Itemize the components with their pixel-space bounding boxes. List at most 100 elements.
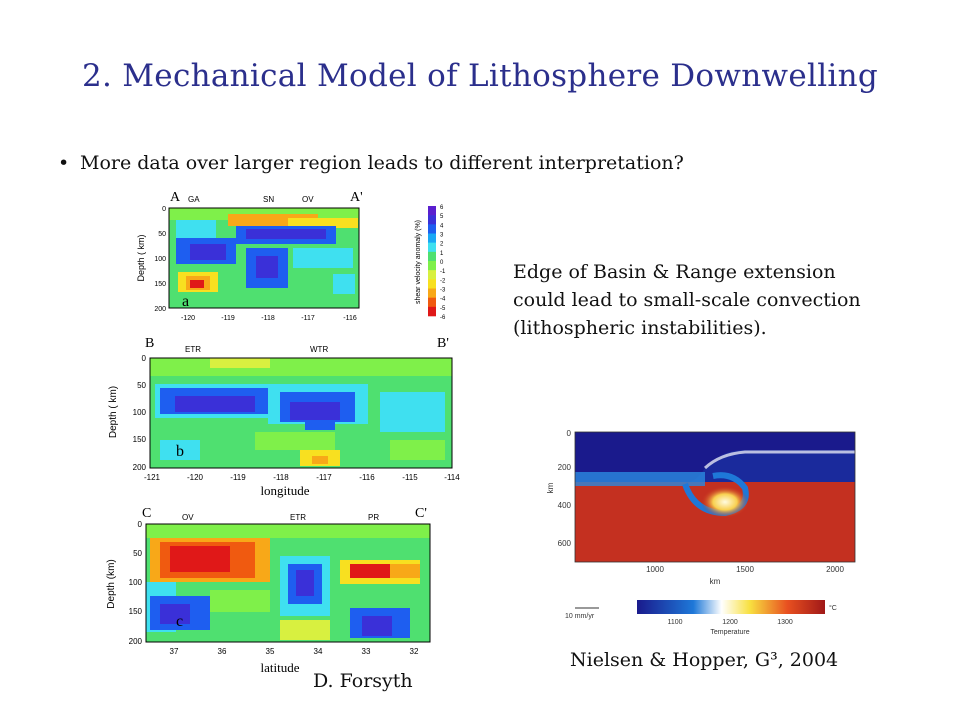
panel-a-velocity-map [169, 208, 359, 308]
panel-c-ytick: 100 [129, 578, 143, 587]
model-ytick: 0 [567, 429, 572, 438]
panel-a-marker: OV [302, 195, 314, 204]
colorbar-label: shear velocity anomaly (%) [415, 220, 422, 304]
panel-c-start: C [142, 506, 151, 521]
panel-b-xtick: -120 [187, 473, 204, 482]
colorbar-swatch [428, 251, 436, 262]
panel-c-xtick: 33 [362, 647, 371, 656]
bullet-dot: • [58, 152, 70, 174]
colorbar-swatch [428, 297, 436, 308]
panel-b-xlabel: longitude [260, 483, 309, 498]
bullet-item: • More data over larger region leads to d… [58, 152, 684, 174]
panel-c-xlabel: latitude [261, 660, 300, 675]
panel-c-marker: ETR [290, 513, 306, 522]
panel-c-xtick: 32 [410, 647, 419, 656]
model-ylabel: km [546, 482, 555, 493]
panel-b-xtick: -116 [359, 473, 375, 482]
colorbar-swatch [428, 270, 436, 280]
panel-a-xtick: -116 [343, 315, 357, 322]
colorbar-swatch [428, 279, 436, 289]
panel-b-ytick: 100 [133, 408, 147, 417]
panel-a-marker: SN [263, 195, 274, 204]
panel-a-figure: A GA SN OV A' Depth ( km) 0 50 100 150 2… [136, 190, 446, 322]
explanation-text: Edge of Basin & Range extension could le… [513, 261, 861, 339]
colorbar-swatch [428, 206, 436, 216]
colorbar-swatch [428, 242, 436, 253]
model-xtick: 1500 [736, 565, 754, 574]
colorbar-tick: -4 [440, 297, 446, 303]
panel-a-start: A [170, 190, 181, 205]
colorbar-tick: -3 [440, 288, 446, 294]
slide-title: 2. Mechanical Model of Lithosphere Downw… [81, 58, 879, 94]
colorbar-swatch [428, 224, 436, 234]
tbar-unit: °C [829, 604, 837, 612]
colorbar-tick: -1 [440, 269, 446, 275]
panel-b-marker: WTR [310, 345, 328, 354]
temperature-field [575, 432, 855, 562]
panel-c-velocity-map [146, 524, 430, 642]
panel-c-marker: PR [368, 513, 379, 522]
colorbar-tick: 6 [440, 205, 444, 211]
colorbar-swatch [428, 288, 436, 298]
credit-forsyth: D. Forsyth [313, 670, 413, 692]
panel-c-xtick: 36 [218, 647, 227, 656]
colorbar-tick: 1 [440, 251, 444, 257]
panel-b-xtick: -118 [273, 473, 289, 482]
panel-b-xtick: -119 [230, 473, 246, 482]
panel-b-ytick: 200 [133, 463, 147, 472]
panel-c-marker: OV [182, 513, 194, 522]
arrow-label: 10 mm/yr [565, 613, 595, 620]
colorbar-tick: 5 [440, 214, 444, 220]
colorbar-tick: 2 [440, 242, 444, 248]
panel-c-ytick: 50 [133, 549, 142, 558]
panel-a-letter: a [182, 293, 189, 310]
panel-a-xtick: -117 [301, 315, 315, 322]
tbar-tick: 1100 [667, 619, 682, 626]
colorbar-tick: -5 [440, 306, 446, 312]
tbar-tick: 1300 [777, 619, 793, 626]
panel-b-xtick: -121 [144, 473, 161, 482]
colorbar-tick: -6 [440, 315, 446, 321]
panel-c-xtick: 34 [314, 647, 323, 656]
colorbar-tick: 0 [440, 260, 444, 266]
panel-c-ytick: 0 [138, 520, 143, 529]
panel-c-ytick: 150 [129, 607, 143, 616]
model-xtick: 1000 [646, 565, 664, 574]
colorbar-tick: -2 [440, 278, 446, 284]
model-ytick: 400 [558, 501, 572, 510]
panel-b-letter: b [176, 443, 184, 460]
colorbar-tick: 4 [440, 223, 444, 229]
panel-a-ytick: 0 [162, 206, 166, 213]
model-xlabel: km [710, 577, 721, 586]
panel-c-xtick: 37 [170, 647, 179, 656]
panel-a-ylabel: Depth ( km) [136, 234, 146, 281]
panel-a-end: A' [350, 190, 363, 205]
colorbar-swatch [428, 215, 436, 225]
panel-a-ytick: 100 [154, 256, 166, 263]
panel-b-xtick: -114 [444, 473, 460, 482]
panel-c-figure: C OV ETR PR C' Depth (km) 0 50 100 150 2… [106, 506, 431, 675]
tbar-tick: 1200 [722, 619, 738, 626]
panel-b-xtick: -117 [316, 473, 332, 482]
panel-b-marker: ETR [185, 345, 201, 354]
panel-a-xtick: -120 [181, 315, 195, 322]
panel-b-ytick: 0 [142, 354, 147, 363]
panel-c-end: C' [415, 506, 427, 521]
panel-b-figure: B ETR WTR B' Depth ( km) 0 50 100 150 20… [108, 336, 460, 498]
colorbar-swatch [428, 306, 436, 317]
panel-b-ytick: 50 [137, 381, 146, 390]
panel-c-letter: c [176, 613, 183, 630]
panel-a-ytick: 50 [158, 231, 166, 238]
convection-model-figure: km 0 200 400 600 1000 1500 2000 km 10 mm… [546, 429, 856, 636]
panel-a-xtick: -118 [261, 315, 275, 322]
model-ytick: 600 [558, 539, 572, 548]
panel-b-end: B' [437, 336, 449, 351]
panel-c-xtick: 35 [266, 647, 275, 656]
panel-a-ytick: 150 [154, 281, 166, 288]
panel-b-velocity-map [150, 358, 452, 468]
panel-b-xtick: -115 [402, 473, 418, 482]
colorbar-tick: 3 [440, 233, 444, 239]
panel-c-ytick: 200 [129, 637, 143, 646]
colorbar: 6 5 4 3 2 1 0 -1 -2 -3 -4 -5 -6 [428, 205, 446, 321]
panel-b-ylabel: Depth ( km) [108, 386, 119, 438]
